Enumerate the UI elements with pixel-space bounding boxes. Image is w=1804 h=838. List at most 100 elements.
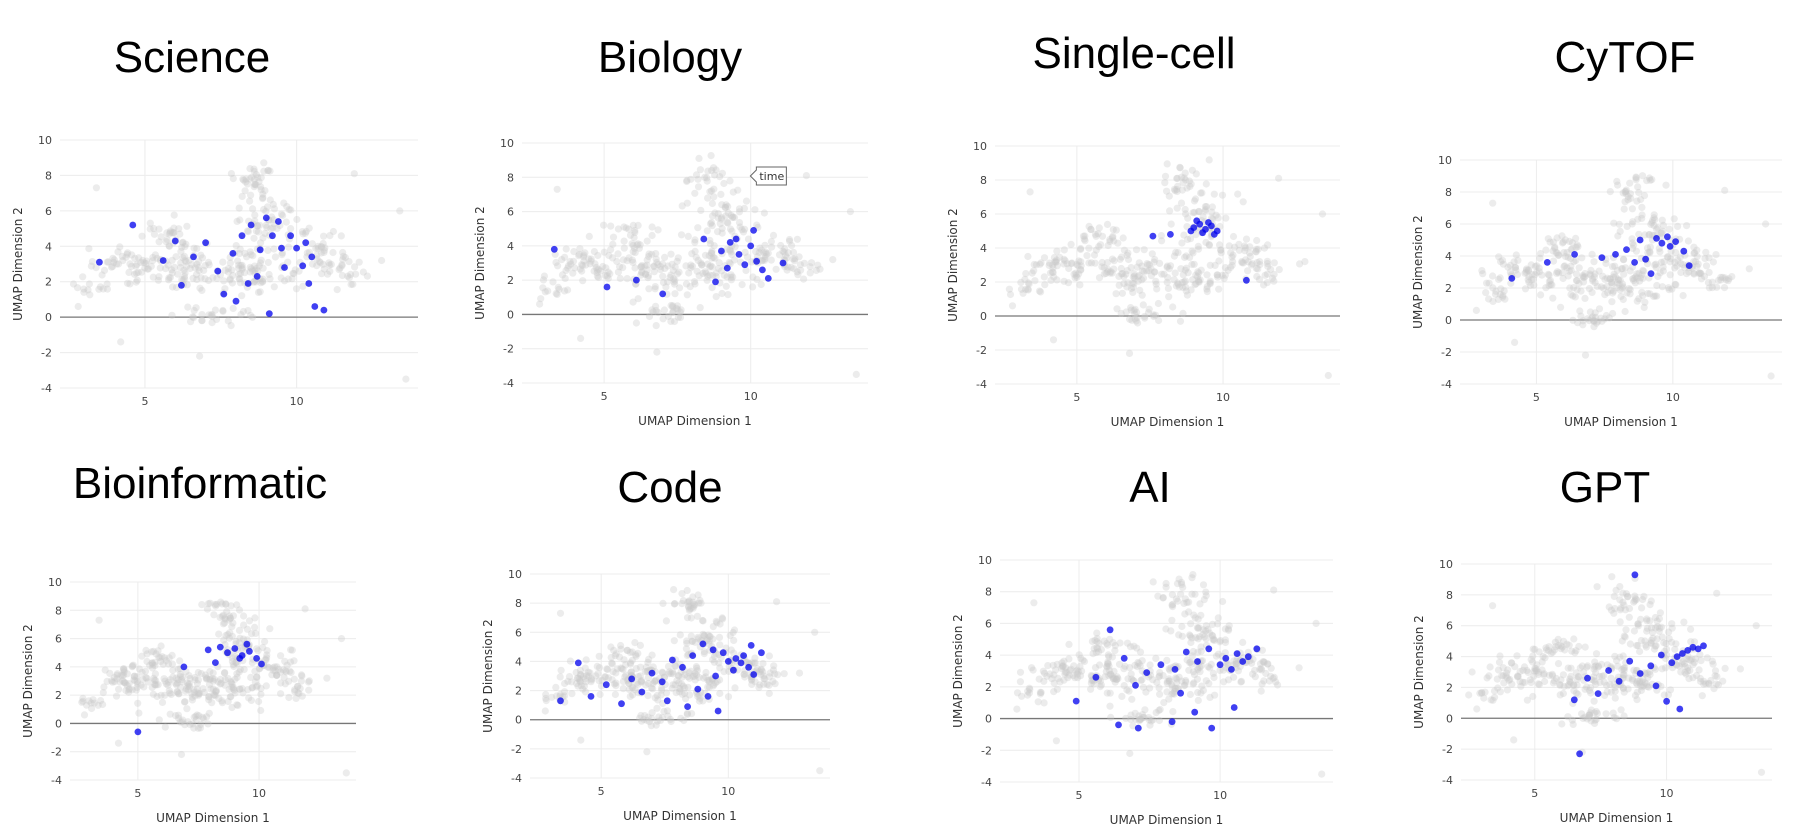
highlight-point[interactable] [699, 640, 707, 648]
highlight-point[interactable] [659, 290, 667, 298]
highlight-point[interactable] [278, 244, 285, 252]
highlight-point[interactable] [747, 642, 755, 649]
highlight-point[interactable] [262, 214, 270, 222]
highlight-point[interactable] [1594, 690, 1602, 697]
highlight-point[interactable] [1132, 681, 1139, 689]
highlight-point[interactable] [1171, 666, 1179, 673]
highlight-point[interactable] [700, 235, 708, 243]
highlight-point[interactable] [1120, 654, 1128, 662]
highlight-point[interactable] [1213, 227, 1221, 235]
highlight-point[interactable] [1626, 657, 1634, 665]
highlight-point[interactable] [1642, 255, 1649, 263]
highlight-point[interactable] [1672, 238, 1679, 245]
highlight-point[interactable] [587, 693, 595, 700]
highlight-point[interactable] [1168, 718, 1176, 726]
highlight-point[interactable] [308, 253, 316, 261]
highlight-point[interactable] [190, 253, 197, 261]
highlight-point[interactable] [1658, 239, 1666, 247]
highlight-point[interactable] [1222, 654, 1230, 662]
highlight-point[interactable] [287, 232, 294, 240]
highlight-point[interactable] [224, 649, 231, 657]
highlight-point[interactable] [712, 278, 719, 286]
highlight-point[interactable] [265, 310, 273, 317]
highlight-point[interactable] [1605, 667, 1612, 674]
highlight-point[interactable] [618, 700, 625, 708]
highlight-point[interactable] [658, 678, 666, 686]
highlight-point[interactable] [1177, 689, 1184, 697]
highlight-point[interactable] [1205, 645, 1213, 653]
highlight-point[interactable] [1230, 704, 1238, 711]
highlight-point[interactable] [220, 290, 228, 298]
highlight-point[interactable] [1598, 254, 1606, 261]
highlight-point[interactable] [1208, 724, 1216, 732]
highlight-point[interactable] [1615, 677, 1623, 685]
highlight-point[interactable] [1636, 670, 1644, 677]
highlight-point[interactable] [741, 261, 749, 269]
highlight-point[interactable] [1193, 217, 1201, 225]
highlight-point[interactable] [231, 645, 239, 652]
highlight-point[interactable] [723, 264, 731, 272]
highlight-point[interactable] [747, 242, 755, 250]
highlight-point[interactable] [714, 707, 722, 715]
highlight-point[interactable] [247, 221, 255, 229]
highlight-point[interactable] [557, 697, 564, 705]
highlight-point[interactable] [663, 697, 671, 705]
highlight-point[interactable] [1106, 626, 1114, 634]
highlight-point[interactable] [253, 273, 261, 280]
highlight-point[interactable] [1623, 246, 1630, 253]
highlight-point[interactable] [638, 688, 646, 696]
highlight-point[interactable] [718, 247, 725, 255]
highlight-point[interactable] [1571, 251, 1578, 258]
highlight-point[interactable] [689, 652, 697, 659]
highlight-point[interactable] [1216, 661, 1224, 669]
highlight-point[interactable] [1631, 571, 1639, 579]
highlight-point[interactable] [740, 652, 747, 659]
highlight-point[interactable] [1685, 262, 1693, 269]
highlight-point[interactable] [704, 693, 712, 700]
highlight-point[interactable] [1191, 708, 1199, 716]
highlight-point[interactable] [1243, 276, 1250, 284]
highlight-point[interactable] [1663, 697, 1670, 705]
highlight-point[interactable] [159, 257, 167, 264]
highlight-point[interactable] [180, 663, 188, 671]
highlight-point[interactable] [281, 264, 288, 271]
highlight-point[interactable] [684, 703, 691, 710]
highlight-point[interactable] [275, 218, 282, 225]
highlight-point[interactable] [1134, 724, 1142, 732]
highlight-point[interactable] [709, 646, 717, 654]
highlight-point[interactable] [238, 232, 246, 240]
highlight-point[interactable] [648, 669, 656, 677]
highlight-point[interactable] [1653, 235, 1660, 242]
highlight-point[interactable] [1679, 650, 1686, 657]
highlight-point[interactable] [737, 659, 745, 667]
highlight-point[interactable] [779, 259, 787, 267]
highlight-point[interactable] [1072, 697, 1080, 705]
highlight-point[interactable] [246, 647, 253, 655]
highlight-point[interactable] [96, 258, 103, 266]
highlight-point[interactable] [1228, 666, 1235, 673]
highlight-point[interactable] [669, 656, 676, 664]
highlight-point[interactable] [1584, 674, 1591, 682]
highlight-point[interactable] [1244, 653, 1252, 661]
highlight-point[interactable] [1239, 658, 1247, 665]
highlight-point[interactable] [1664, 233, 1671, 241]
highlight-point[interactable] [1636, 236, 1644, 244]
highlight-point[interactable] [750, 671, 758, 678]
highlight-point[interactable] [550, 245, 558, 253]
highlight-point[interactable] [750, 227, 757, 234]
highlight-point[interactable] [732, 655, 740, 662]
highlight-point[interactable] [178, 281, 185, 289]
highlight-point[interactable] [1205, 219, 1212, 226]
highlight-point[interactable] [1657, 651, 1665, 659]
highlight-point[interactable] [171, 237, 179, 245]
highlight-point[interactable] [1115, 721, 1122, 729]
highlight-point[interactable] [753, 257, 760, 265]
highlight-point[interactable] [1673, 653, 1681, 660]
highlight-point[interactable] [730, 666, 737, 674]
highlight-point[interactable] [1233, 650, 1241, 657]
highlight-point[interactable] [1676, 705, 1684, 713]
highlight-point[interactable] [1647, 662, 1655, 670]
highlight-point[interactable] [603, 283, 611, 291]
highlight-point[interactable] [633, 276, 640, 284]
highlight-point[interactable] [1680, 247, 1688, 255]
